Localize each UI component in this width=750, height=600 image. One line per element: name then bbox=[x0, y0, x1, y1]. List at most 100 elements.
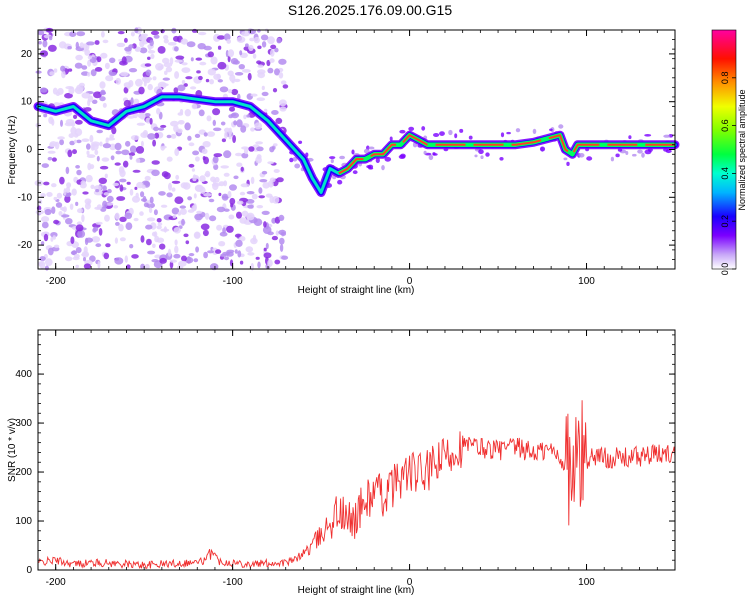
noise-blob bbox=[270, 44, 277, 50]
noise-blob bbox=[98, 228, 103, 236]
noise-blob bbox=[162, 77, 170, 81]
noise-blob bbox=[135, 192, 139, 199]
noise-blob bbox=[140, 191, 145, 198]
noise-blob bbox=[267, 259, 273, 267]
noise-blob bbox=[238, 236, 246, 242]
noise-blob bbox=[41, 221, 49, 229]
noise-blob bbox=[229, 184, 237, 191]
noise-blob bbox=[43, 233, 49, 242]
noise-blob bbox=[209, 215, 217, 222]
noise-blob bbox=[87, 99, 91, 107]
noise-blob bbox=[60, 214, 70, 218]
noise-blob bbox=[124, 46, 132, 52]
noise-blob bbox=[119, 216, 127, 222]
noise-blob bbox=[236, 119, 243, 128]
noise-blob bbox=[478, 149, 484, 155]
noise-blob bbox=[213, 127, 222, 132]
noise-blob bbox=[245, 43, 249, 48]
noise-blob bbox=[163, 62, 173, 68]
colorbar-tick-label: 0.6 bbox=[720, 119, 730, 132]
noise-blob bbox=[87, 162, 92, 171]
noise-blob bbox=[98, 177, 108, 184]
noise-blob bbox=[207, 51, 214, 58]
noise-blob bbox=[96, 155, 100, 162]
noise-blob bbox=[139, 47, 148, 54]
noise-blob bbox=[211, 182, 221, 187]
noise-blob bbox=[235, 239, 243, 247]
noise-blob bbox=[223, 256, 230, 261]
noise-blob bbox=[53, 196, 58, 201]
noise-blob bbox=[51, 157, 57, 162]
noise-blob bbox=[69, 203, 74, 210]
noise-blob bbox=[155, 63, 164, 71]
noise-blob bbox=[47, 247, 54, 256]
noise-blob bbox=[73, 139, 77, 144]
noise-blob bbox=[174, 71, 180, 79]
noise-blob bbox=[216, 73, 221, 80]
noise-blob bbox=[161, 145, 167, 149]
noise-blob bbox=[114, 237, 118, 244]
noise-blob bbox=[61, 207, 66, 212]
noise-blob bbox=[198, 75, 203, 81]
noise-blob bbox=[152, 139, 157, 147]
noise-blob bbox=[237, 250, 242, 258]
noise-blob bbox=[280, 232, 287, 236]
noise-blob bbox=[105, 75, 114, 82]
noise-blob bbox=[255, 141, 263, 145]
noise-blob bbox=[131, 254, 139, 259]
noise-blob bbox=[271, 235, 278, 241]
x-tick-label: -100 bbox=[223, 577, 243, 588]
noise-blob bbox=[610, 156, 615, 162]
noise-blob bbox=[160, 228, 170, 232]
noise-blob bbox=[42, 40, 48, 48]
noise-blob bbox=[81, 92, 91, 99]
noise-blob bbox=[159, 243, 166, 250]
noise-blob bbox=[274, 259, 281, 265]
noise-blob bbox=[41, 216, 50, 223]
noise-blob bbox=[206, 115, 212, 122]
noise-blob bbox=[86, 71, 91, 77]
noise-blob bbox=[104, 62, 110, 70]
noise-blob bbox=[99, 91, 106, 96]
noise-blob bbox=[563, 157, 568, 161]
noise-blob bbox=[68, 86, 75, 95]
noise-blob bbox=[145, 69, 152, 76]
noise-blob bbox=[37, 30, 45, 36]
noise-blob bbox=[586, 156, 593, 161]
noise-blob bbox=[186, 41, 196, 48]
noise-blob bbox=[231, 80, 235, 84]
noise-blob bbox=[138, 86, 145, 95]
snr-y-axis: 0 100 200 300 400 bbox=[15, 334, 675, 576]
noise-blob bbox=[52, 235, 56, 240]
noise-blob bbox=[90, 69, 97, 77]
noise-blob bbox=[202, 141, 211, 148]
noise-blob bbox=[142, 130, 148, 137]
noise-blob bbox=[250, 237, 258, 245]
noise-blob bbox=[97, 260, 101, 269]
noise-blob bbox=[227, 55, 231, 63]
noise-blob bbox=[289, 157, 294, 163]
noise-blob bbox=[250, 93, 258, 97]
noise-blob bbox=[294, 163, 301, 169]
noise-blob bbox=[408, 126, 415, 131]
noise-blob bbox=[126, 115, 135, 119]
noise-blob bbox=[266, 59, 271, 67]
noise-blob bbox=[117, 30, 125, 35]
noise-blob bbox=[156, 218, 162, 223]
noise-blob bbox=[269, 58, 275, 63]
noise-blob bbox=[174, 245, 179, 254]
noise-blob bbox=[375, 157, 380, 163]
noise-blob bbox=[238, 63, 245, 70]
noise-blob bbox=[93, 226, 99, 232]
noise-blob bbox=[156, 225, 162, 230]
noise-blob bbox=[60, 119, 63, 127]
noise-blob bbox=[147, 50, 156, 54]
noise-blob bbox=[75, 54, 83, 61]
noise-blob bbox=[279, 237, 285, 245]
noise-blob bbox=[181, 67, 191, 73]
noise-blob bbox=[174, 46, 179, 52]
noise-blob bbox=[230, 113, 237, 117]
noise-blob bbox=[261, 170, 268, 175]
noise-blob bbox=[226, 38, 231, 44]
noise-blob bbox=[232, 135, 237, 143]
